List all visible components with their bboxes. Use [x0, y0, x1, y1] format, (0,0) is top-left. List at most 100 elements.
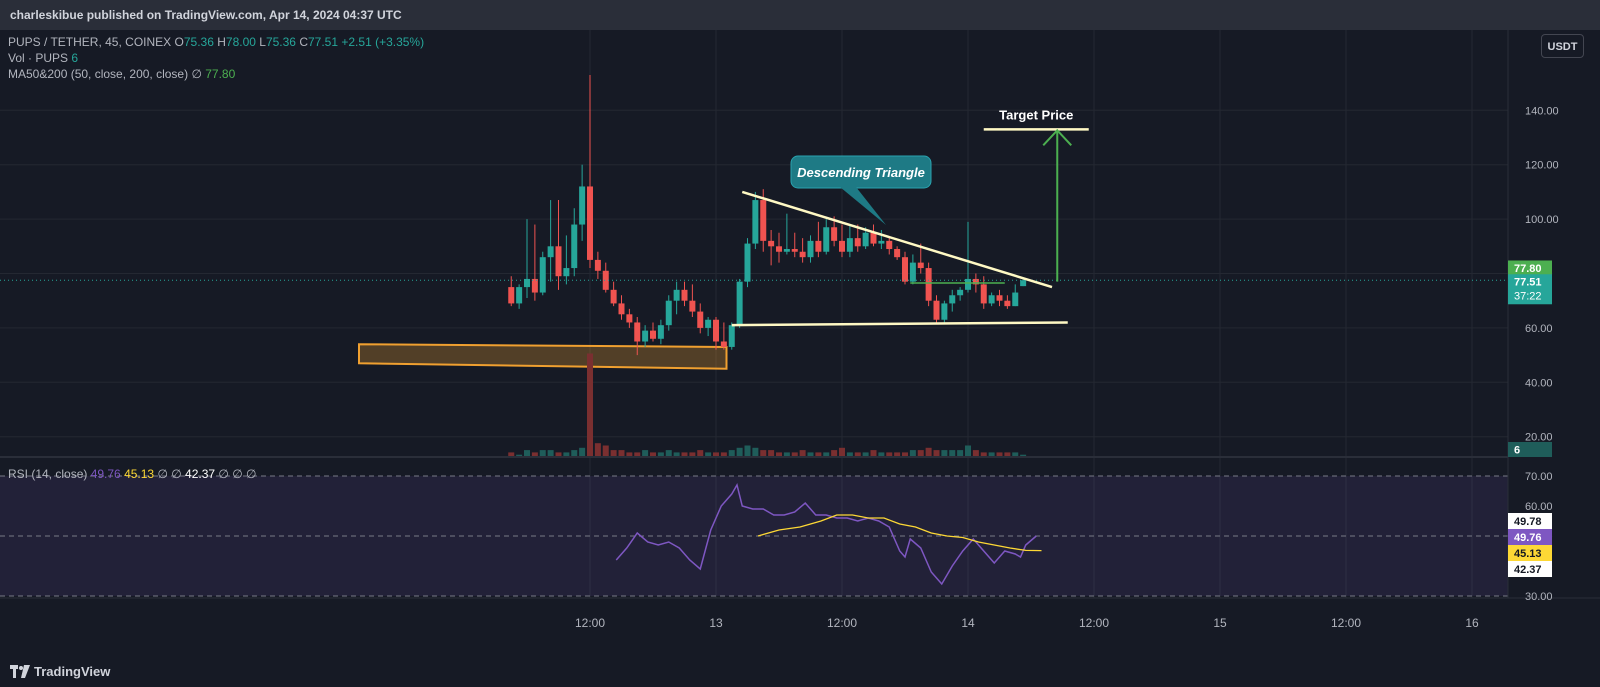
volume-bar — [854, 452, 861, 457]
time-tick-label: 13 — [709, 616, 723, 630]
price-tick-label: 120.00 — [1525, 160, 1559, 172]
currency-button[interactable]: USDT — [1541, 34, 1584, 58]
volume-bar — [799, 450, 806, 457]
candle-body — [854, 238, 861, 247]
candle-body — [894, 249, 901, 258]
volume-bar — [689, 452, 696, 457]
rsi-bb-legend-value: 42.37 — [185, 467, 216, 481]
volume-bar — [980, 452, 987, 457]
axes: 12:00 13 12:00 14 12:00 15 12:00 16 140.00 120.00… — [0, 30, 1600, 630]
volume-badge-bg — [1508, 442, 1552, 457]
candle-body — [902, 257, 908, 282]
candle-body — [697, 311, 704, 328]
volume-bar — [902, 452, 908, 457]
volume-bar — [831, 450, 838, 457]
candle-body — [886, 240, 893, 250]
candle-body — [689, 300, 696, 312]
candle-body — [516, 287, 523, 304]
ma-legend: MA50&200 (50, close, 200, close) ∅ 77.80 — [8, 66, 235, 82]
rsi-na-5: ∅ — [246, 467, 257, 481]
candle-body — [571, 224, 578, 269]
time-tick-label: 12:00 — [1079, 616, 1109, 630]
candle-body — [776, 246, 782, 252]
volume-bar — [657, 452, 664, 457]
volume-bar — [839, 447, 845, 457]
candle-body — [941, 303, 948, 320]
tradingview-logo-icon[interactable] — [10, 665, 30, 678]
candle-body — [594, 259, 601, 271]
volume-bar — [539, 450, 546, 457]
time-tick-label: 15 — [1213, 616, 1227, 630]
footer-brand[interactable]: TradingView — [34, 664, 111, 679]
volume-bar — [807, 452, 814, 457]
volume-bar — [665, 450, 672, 457]
ma-value: 77.80 — [205, 67, 236, 81]
candle-body — [547, 246, 554, 258]
volume-bar — [878, 452, 885, 457]
low-label: L — [259, 35, 266, 49]
volume-bar — [516, 454, 523, 457]
volume-bar — [752, 447, 759, 457]
volume-bar — [996, 452, 1003, 457]
low-value: 75.36 — [265, 35, 296, 49]
price-tick-label: 20.00 — [1525, 432, 1553, 444]
time-tick-label: 12:00 — [1331, 616, 1361, 630]
candle-body — [799, 251, 806, 258]
ma-na: ∅ — [191, 67, 202, 81]
volume-bar — [925, 447, 932, 457]
candle-body — [602, 270, 609, 290]
candle-body — [665, 300, 672, 326]
volume-bar — [705, 452, 712, 457]
rsi-tick-label: 30.00 — [1525, 591, 1553, 603]
candle-body — [650, 330, 656, 339]
rsi-badge-b: 49.76 — [1514, 532, 1542, 544]
volume-bar — [972, 450, 979, 457]
last-price-badge-bg — [1508, 274, 1552, 305]
time-tick-label: 16 — [1465, 616, 1479, 630]
volume-bar — [618, 450, 625, 457]
volume-bar — [508, 452, 515, 457]
volume-bar — [862, 452, 869, 457]
rsi-tick-label: 60.00 — [1525, 501, 1553, 513]
price-tick-label: 100.00 — [1525, 214, 1559, 226]
volume-bar — [681, 452, 688, 457]
candle-body — [563, 268, 570, 277]
candle-body — [618, 303, 625, 315]
candle-body — [988, 295, 995, 304]
candle-body — [610, 289, 617, 304]
callout-box — [790, 155, 932, 189]
candle-body — [917, 262, 924, 269]
candle-body — [760, 200, 767, 241]
candle-body — [870, 232, 877, 244]
rsi-badge-d-bg — [1508, 561, 1552, 577]
candle-body — [972, 278, 979, 285]
candle-body — [524, 278, 530, 288]
volume-bar — [650, 452, 656, 457]
volume-bar — [626, 452, 633, 457]
candle-body — [815, 240, 822, 252]
volume-bar — [720, 452, 727, 457]
chart-frame: Target Price Descending Triangle 12:00 13 1… — [0, 30, 1600, 687]
time-tick-label: 12:00 — [827, 616, 857, 630]
candle-body — [862, 232, 869, 247]
candle-body — [909, 262, 916, 282]
rsi-label: RSI (14, close) — [8, 467, 88, 481]
price-tick-label: 40.00 — [1525, 377, 1553, 389]
volume-label: Vol · PUPS — [8, 51, 69, 65]
candle-body — [539, 257, 546, 293]
volume-bar — [957, 450, 964, 457]
volume-bar — [547, 450, 554, 457]
volume-bar — [524, 450, 530, 457]
target-price-label: Target Price — [999, 107, 1073, 122]
volume-bar — [579, 447, 586, 457]
rsi-line — [615, 483, 1037, 586]
candle-body — [957, 289, 964, 296]
last-price-badge: 77.51 — [1514, 276, 1542, 288]
candle-body — [555, 246, 562, 277]
support-zone-box — [358, 343, 728, 370]
volume-bar — [697, 450, 704, 457]
candle-body — [925, 268, 932, 301]
candle-body — [657, 325, 664, 339]
volume-bar — [602, 445, 609, 457]
